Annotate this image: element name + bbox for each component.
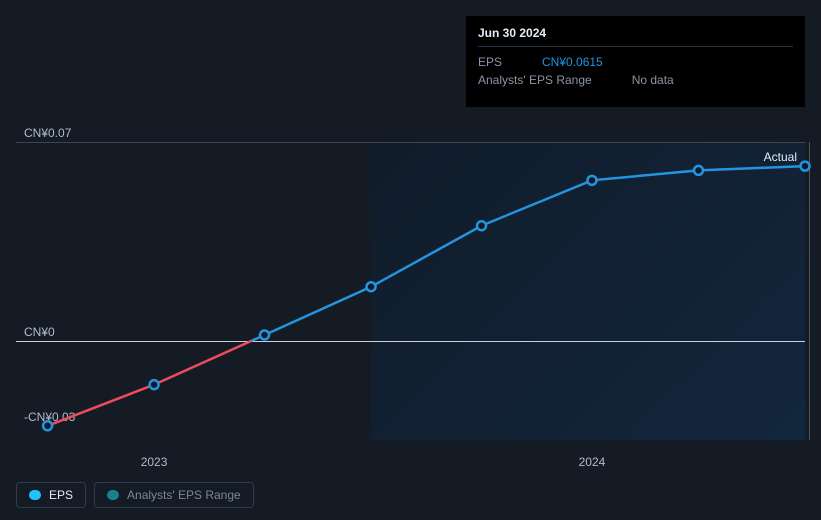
tooltip-value: CN¥0.0615 [542, 55, 793, 69]
eps-line-positive [252, 166, 805, 341]
legend-label: EPS [49, 488, 73, 502]
legend-label: Analysts' EPS Range [127, 488, 241, 502]
tooltip-value: No data [632, 73, 793, 87]
eps-point[interactable] [694, 166, 703, 175]
legend-item[interactable]: EPS [16, 482, 86, 508]
legend-swatch-icon [29, 490, 41, 500]
tooltip-row-eps: EPS CN¥0.0615 [478, 53, 793, 71]
tooltip-row-range: Analysts' EPS Range No data [478, 71, 793, 89]
tooltip-date: Jun 30 2024 [478, 26, 793, 47]
eps-point[interactable] [43, 421, 52, 430]
x-axis-label: 2023 [141, 455, 168, 469]
eps-point[interactable] [260, 330, 269, 339]
chart-tooltip: Jun 30 2024 EPS CN¥0.0615 Analysts' EPS … [466, 16, 805, 107]
x-axis-label: 2024 [579, 455, 606, 469]
hover-line [809, 142, 810, 440]
eps-point[interactable] [587, 176, 596, 185]
eps-point[interactable] [477, 221, 486, 230]
legend: EPS Analysts' EPS Range [16, 482, 254, 508]
actual-label: Actual [764, 150, 797, 164]
tooltip-label: EPS [478, 55, 502, 69]
eps-point[interactable] [150, 380, 159, 389]
legend-item[interactable]: Analysts' EPS Range [94, 482, 254, 508]
tooltip-label: Analysts' EPS Range [478, 73, 592, 87]
eps-point[interactable] [801, 162, 810, 171]
eps-point[interactable] [367, 282, 376, 291]
legend-swatch-icon [107, 490, 119, 500]
